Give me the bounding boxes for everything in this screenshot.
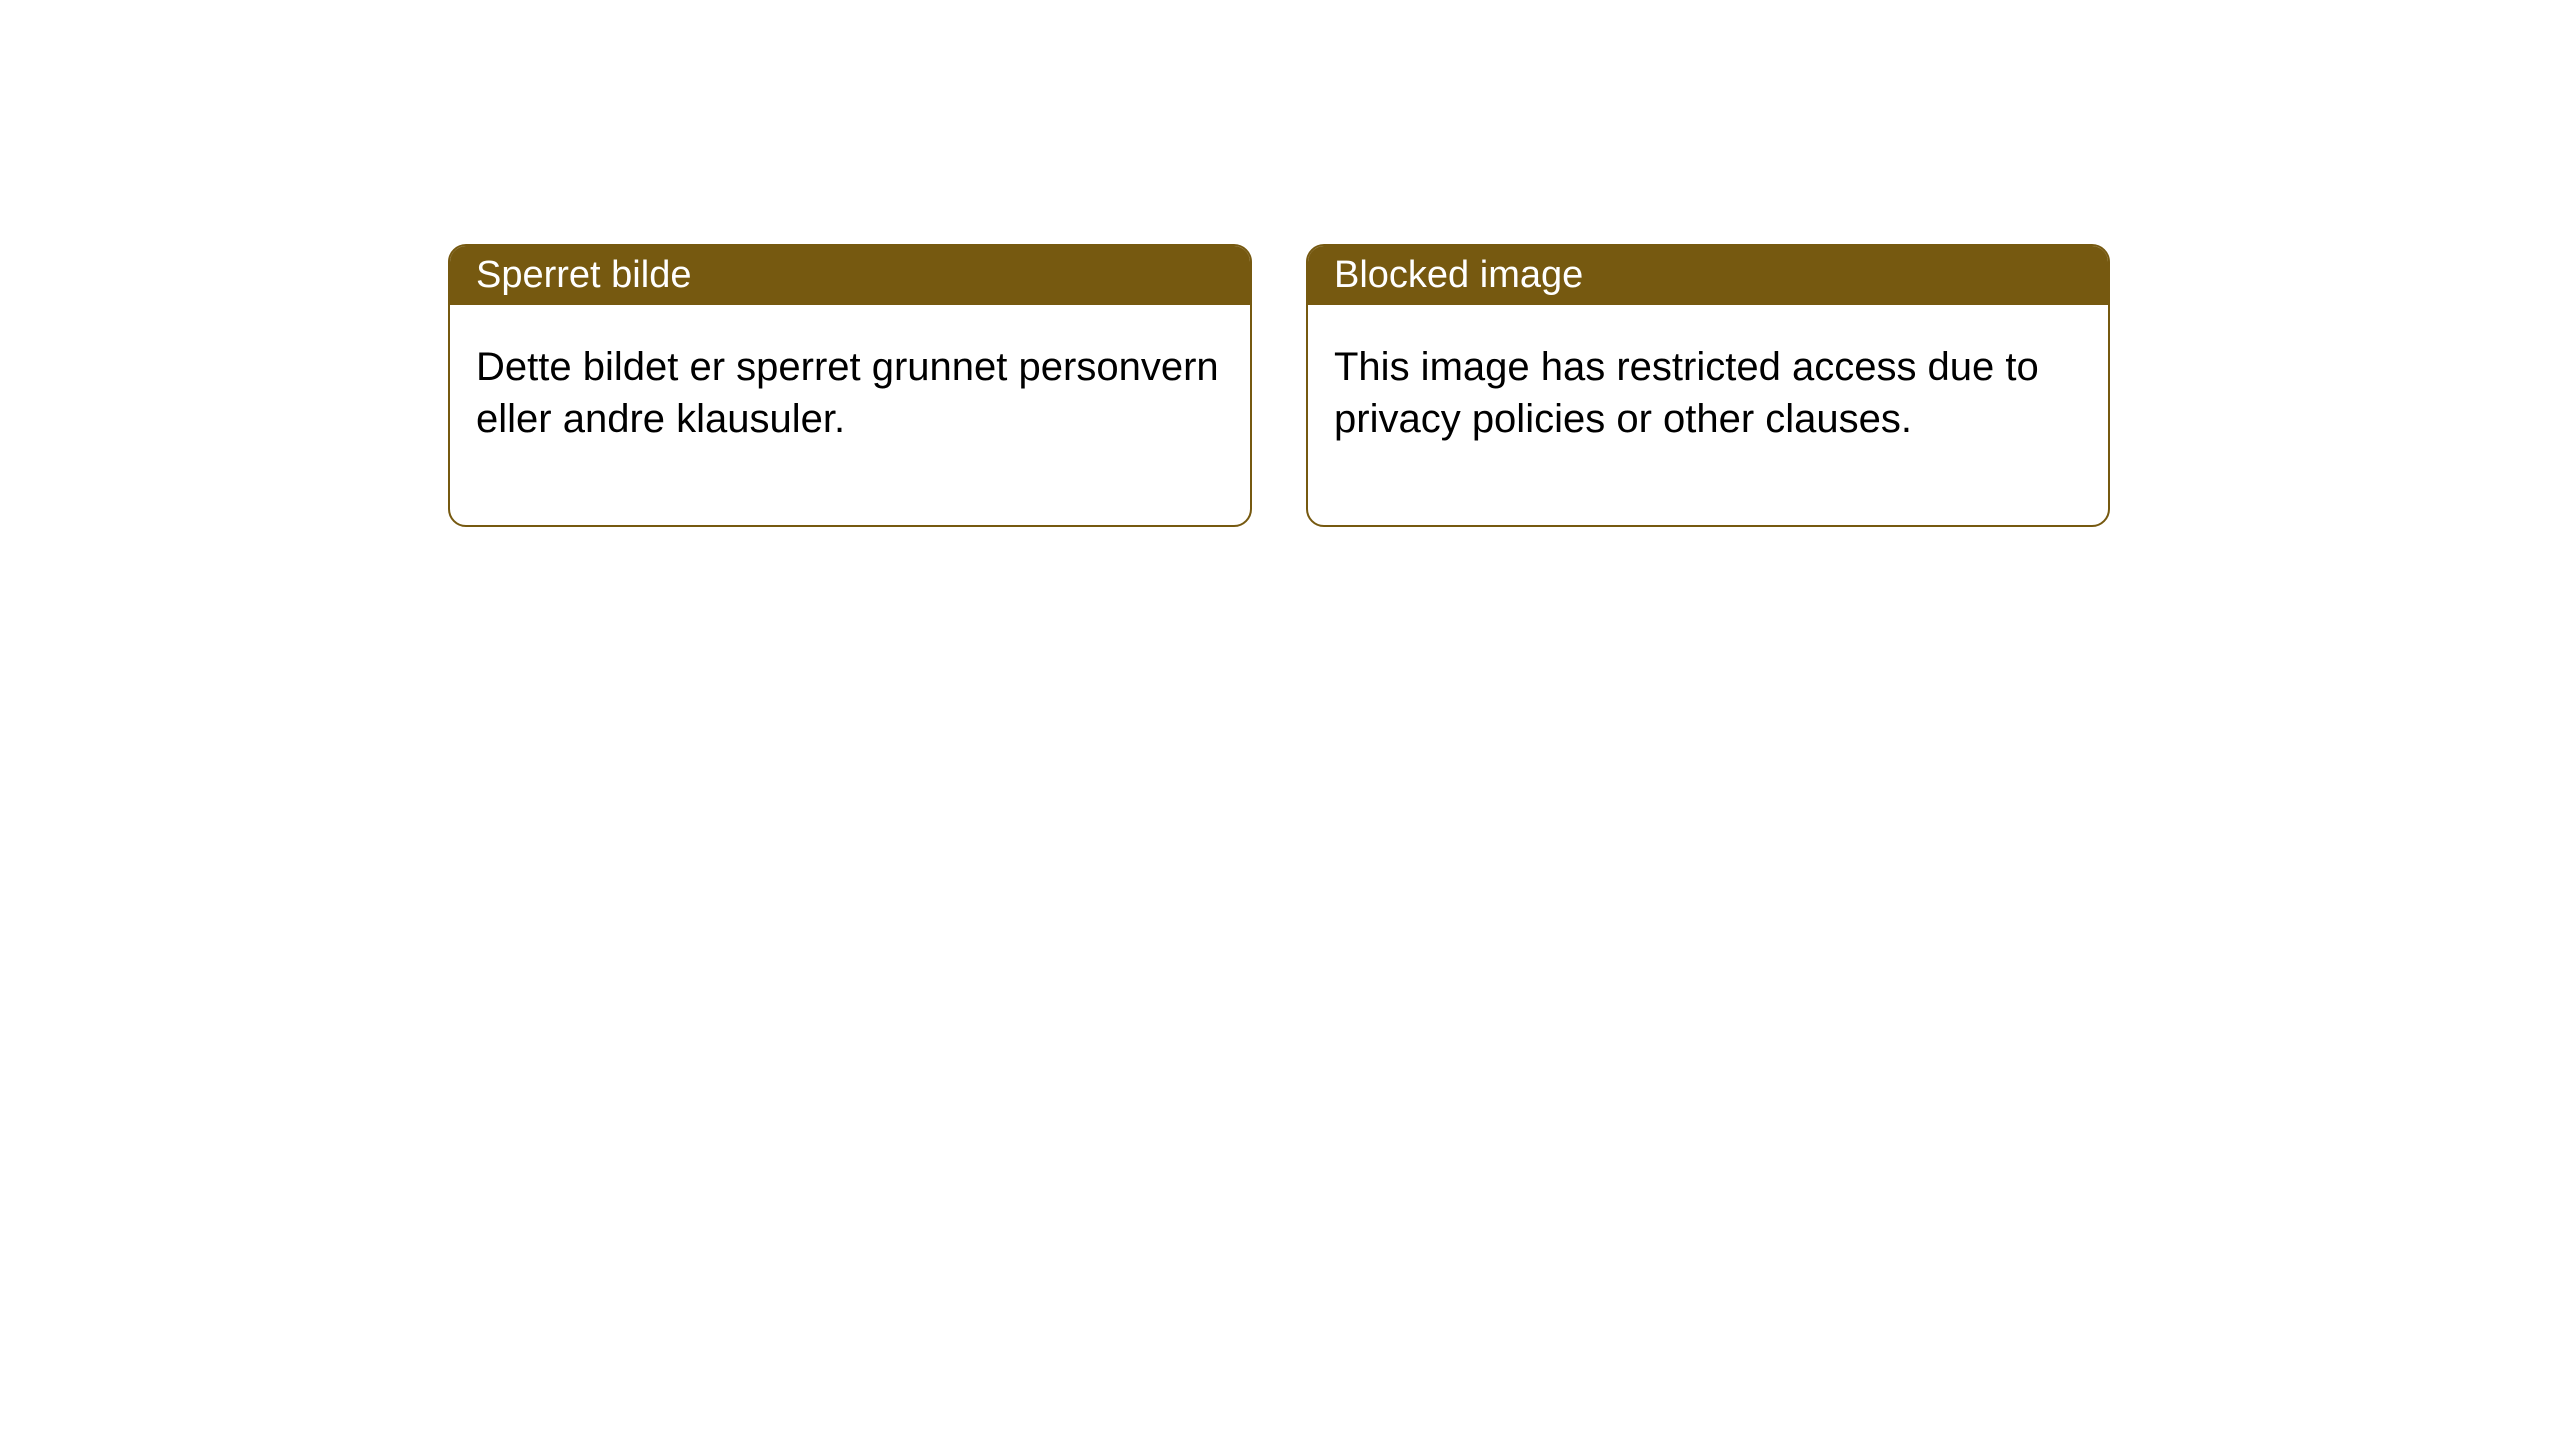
card-title-en: Blocked image [1334,254,1583,296]
blocked-image-card-en: Blocked image This image has restricted … [1306,244,2110,527]
card-title-no: Sperret bilde [476,254,691,296]
card-body-text-en: This image has restricted access due to … [1334,345,2039,441]
card-header-no: Sperret bilde [450,246,1250,305]
cards-container: Sperret bilde Dette bildet er sperret gr… [0,0,2560,527]
card-body-no: Dette bildet er sperret grunnet personve… [450,305,1250,525]
card-header-en: Blocked image [1308,246,2108,305]
blocked-image-card-no: Sperret bilde Dette bildet er sperret gr… [448,244,1252,527]
card-body-en: This image has restricted access due to … [1308,305,2108,525]
card-body-text-no: Dette bildet er sperret grunnet personve… [476,345,1219,441]
